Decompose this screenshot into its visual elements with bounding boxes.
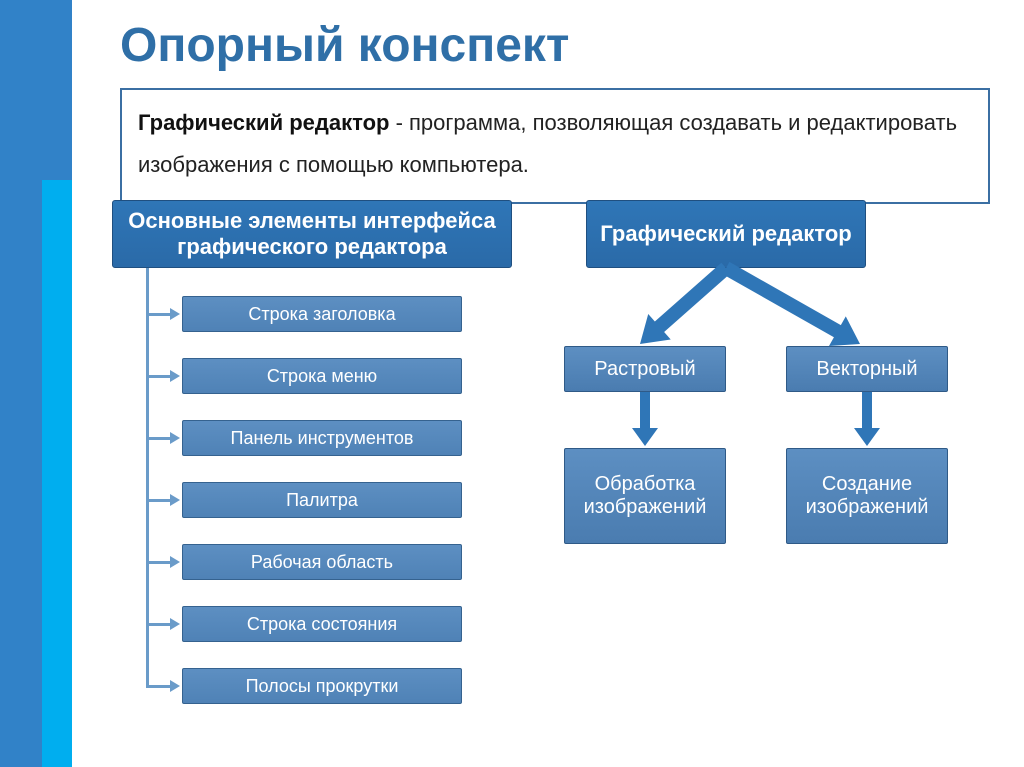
interface-item-label: Палитра [286, 490, 358, 511]
tree-arrow-icon [170, 680, 180, 692]
slide-left-bar-accent [42, 180, 72, 767]
editor-desc-box: Обработка изображений [564, 448, 726, 544]
interface-item: Палитра [182, 482, 462, 518]
branch-arrow-icon [723, 262, 860, 346]
page-title: Опорный конспект [120, 18, 569, 73]
tree-branch [146, 623, 172, 626]
tree-branch [146, 499, 172, 502]
interface-item-label: Полосы прокрутки [246, 676, 399, 697]
interface-item-label: Рабочая область [251, 552, 393, 573]
tree-branch [146, 561, 172, 564]
interface-item: Рабочая область [182, 544, 462, 580]
interface-item: Строка меню [182, 358, 462, 394]
interface-item: Панель инструментов [182, 420, 462, 456]
interface-item-label: Строка меню [267, 366, 377, 387]
interface-item-label: Панель инструментов [231, 428, 414, 449]
interface-item: Строка заголовка [182, 296, 462, 332]
editor-type-label: Растровый [594, 358, 695, 381]
tree-arrow-icon [170, 494, 180, 506]
editor-desc-label: Обработка изображений [573, 473, 717, 519]
tree-arrow-icon [170, 432, 180, 444]
tree-arrow-icon [170, 308, 180, 320]
tree-arrow-icon [170, 618, 180, 630]
right-header-label: Графический редактор [600, 221, 851, 247]
interface-item: Строка состояния [182, 606, 462, 642]
definition-box: Графический редактор - программа, позвол… [120, 88, 990, 204]
left-header-box: Основные элементы интерфейса графическог… [112, 200, 512, 268]
editor-type-box: Растровый [564, 346, 726, 392]
interface-item: Полосы прокрутки [182, 668, 462, 704]
editor-type-box: Векторный [786, 346, 948, 392]
tree-arrow-icon [170, 556, 180, 568]
editor-desc-label: Создание изображений [795, 473, 939, 519]
definition-term: Графический редактор [138, 110, 389, 135]
branch-arrow-icon [632, 392, 658, 446]
tree-branch [146, 375, 172, 378]
tree-branch [146, 437, 172, 440]
editor-desc-box: Создание изображений [786, 448, 948, 544]
tree-branch [146, 685, 172, 688]
tree-arrow-icon [170, 370, 180, 382]
editor-type-label: Векторный [816, 358, 917, 381]
interface-item-label: Строка состояния [247, 614, 397, 635]
branch-arrow-icon [640, 263, 731, 344]
branch-arrow-icon [854, 392, 880, 446]
left-header-label: Основные элементы интерфейса графическог… [123, 208, 501, 260]
right-header-box: Графический редактор [586, 200, 866, 268]
interface-item-label: Строка заголовка [248, 304, 395, 325]
tree-branch [146, 313, 172, 316]
